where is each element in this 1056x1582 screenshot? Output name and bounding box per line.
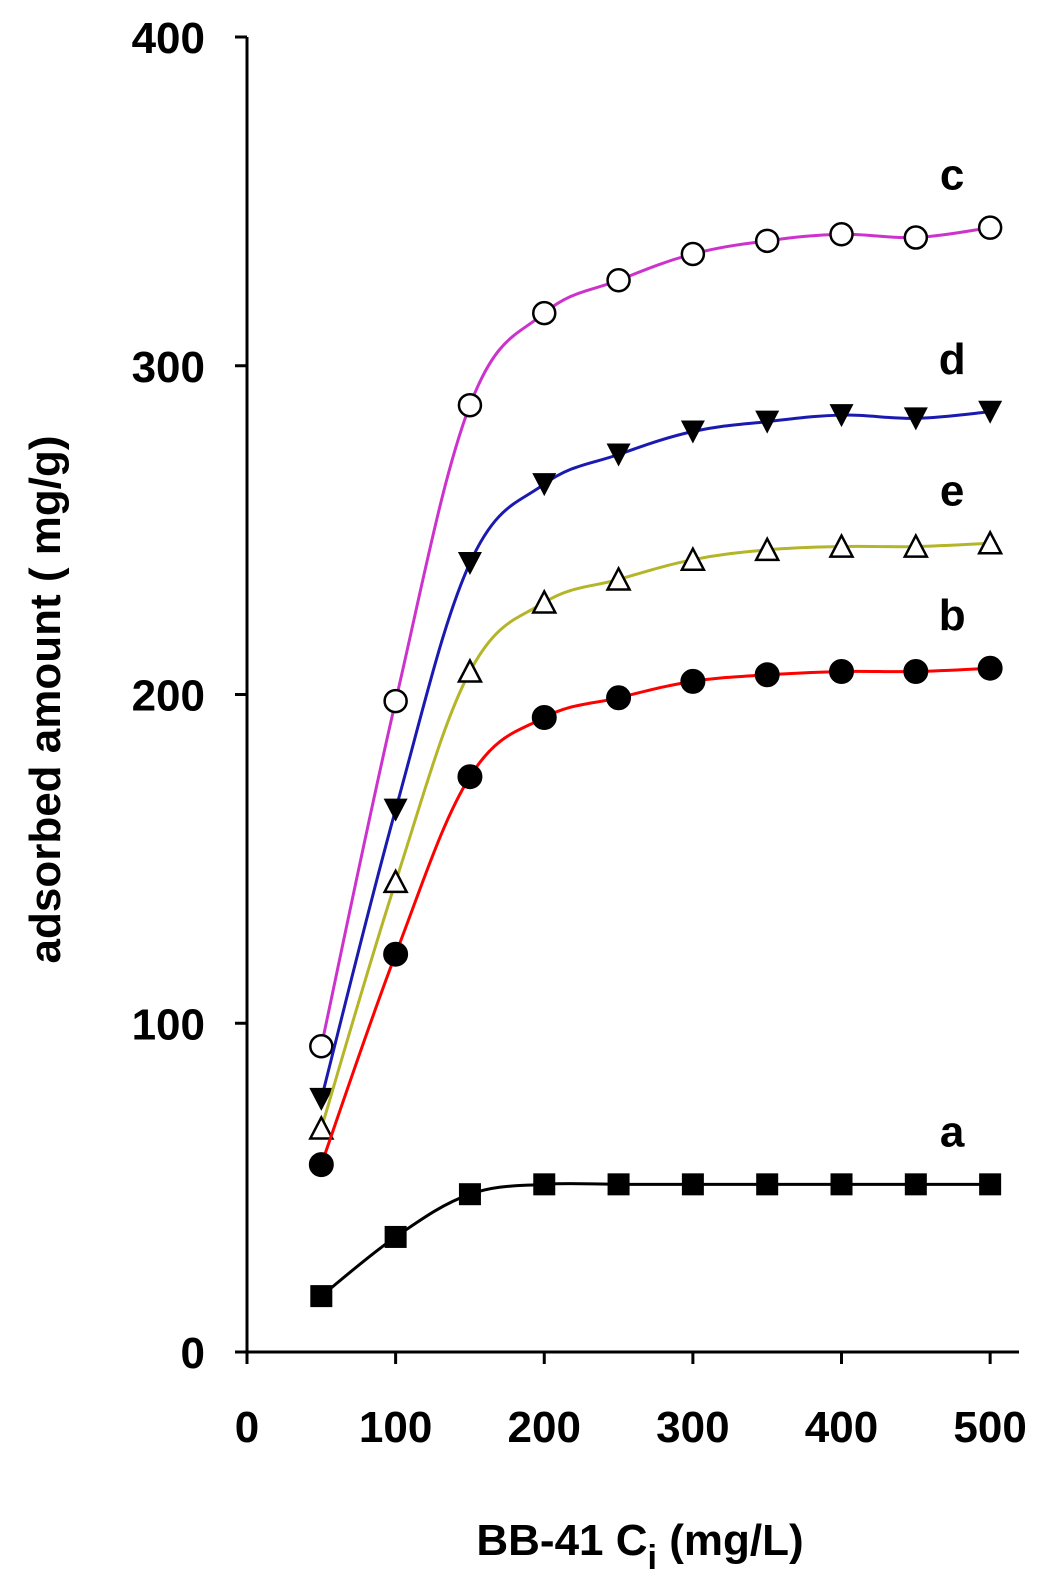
series-b xyxy=(308,655,1003,1178)
data-point xyxy=(308,1114,335,1140)
y-tick-label: 300 xyxy=(132,343,205,392)
data-point xyxy=(977,655,1003,681)
data-point xyxy=(902,532,929,558)
data-point xyxy=(829,658,855,684)
series-c xyxy=(309,215,1003,1059)
x-tick-label: 400 xyxy=(805,1403,878,1452)
series-label-a: a xyxy=(940,1107,965,1156)
data-point xyxy=(977,215,1003,240)
data-point xyxy=(829,222,854,247)
data-point xyxy=(978,400,1003,424)
data-point xyxy=(680,668,706,694)
data-point xyxy=(829,404,854,428)
data-point xyxy=(979,1173,1002,1196)
data-point xyxy=(456,657,484,683)
data-point xyxy=(457,392,483,418)
data-point xyxy=(754,662,780,688)
data-point xyxy=(679,546,706,571)
series-line-a xyxy=(320,1182,991,1298)
data-point xyxy=(756,1173,779,1196)
data-point xyxy=(605,565,632,591)
x-tick-label: 200 xyxy=(508,1403,581,1452)
data-point xyxy=(903,407,928,431)
x-tick-label: 300 xyxy=(656,1403,729,1452)
data-point xyxy=(606,685,632,711)
data-point xyxy=(383,688,408,714)
y-tick-label: 200 xyxy=(132,672,205,721)
data-point xyxy=(680,241,706,267)
data-point xyxy=(903,225,929,250)
x-axis-title-unit: (mg/L) xyxy=(657,1516,804,1565)
data-point xyxy=(754,228,780,254)
data-point xyxy=(606,443,631,467)
data-point xyxy=(457,764,483,790)
y-tick-label: 0 xyxy=(181,1329,205,1378)
data-point xyxy=(309,1034,334,1059)
data-point xyxy=(755,410,780,434)
series-d xyxy=(309,400,1003,1111)
series-label-e: e xyxy=(940,466,964,515)
data-point xyxy=(830,1173,853,1196)
data-point xyxy=(904,1173,927,1196)
x-axis-title: BB-41 Ci (mg/L) xyxy=(476,1516,803,1577)
x-tick-label: 0 xyxy=(235,1403,259,1452)
data-point xyxy=(532,300,557,326)
y-axis-title: adsorbed amount ( mg/g) xyxy=(21,436,70,964)
series-line-b xyxy=(319,666,991,1166)
series-line-d xyxy=(319,410,991,1100)
data-point xyxy=(532,473,557,497)
data-point xyxy=(828,532,855,558)
series-label-d: d xyxy=(939,335,966,384)
data-point xyxy=(533,1173,556,1196)
series-line-c xyxy=(319,226,991,1047)
series-a xyxy=(310,1173,1002,1308)
data-point xyxy=(457,552,482,575)
data-point xyxy=(310,1285,333,1308)
data-point xyxy=(531,705,557,731)
data-point xyxy=(607,1173,630,1196)
data-point xyxy=(531,588,558,614)
y-tick-label: 400 xyxy=(132,14,205,63)
data-point xyxy=(977,529,1004,555)
data-point xyxy=(308,1152,334,1178)
axes: 0 100 200 300 400 0 100 200 300 400 500 adsorbed am… xyxy=(21,14,1027,1577)
data-point xyxy=(754,536,781,562)
data-point xyxy=(382,868,409,894)
series-label-c: c xyxy=(940,151,964,200)
data-point xyxy=(384,1225,407,1248)
x-axis-title-main: BB-41 C xyxy=(476,1516,647,1565)
data-point xyxy=(383,941,409,967)
data-point xyxy=(383,798,408,822)
x-tick-label: 100 xyxy=(359,1403,432,1452)
series-layer xyxy=(308,215,1004,1308)
data-point xyxy=(903,658,929,684)
series-e xyxy=(308,529,1004,1140)
data-point xyxy=(458,1183,481,1206)
labels-layer: c d e b a xyxy=(939,151,966,1157)
series-line-e xyxy=(319,541,991,1129)
data-point xyxy=(681,1173,704,1196)
y-tick-label: 100 xyxy=(132,1000,205,1049)
data-point xyxy=(680,420,705,444)
data-point xyxy=(309,1087,334,1111)
x-tick-label: 500 xyxy=(953,1403,1026,1452)
x-axis-title-subscript: i xyxy=(648,1539,657,1577)
series-label-b: b xyxy=(939,591,966,640)
data-point xyxy=(606,268,631,293)
